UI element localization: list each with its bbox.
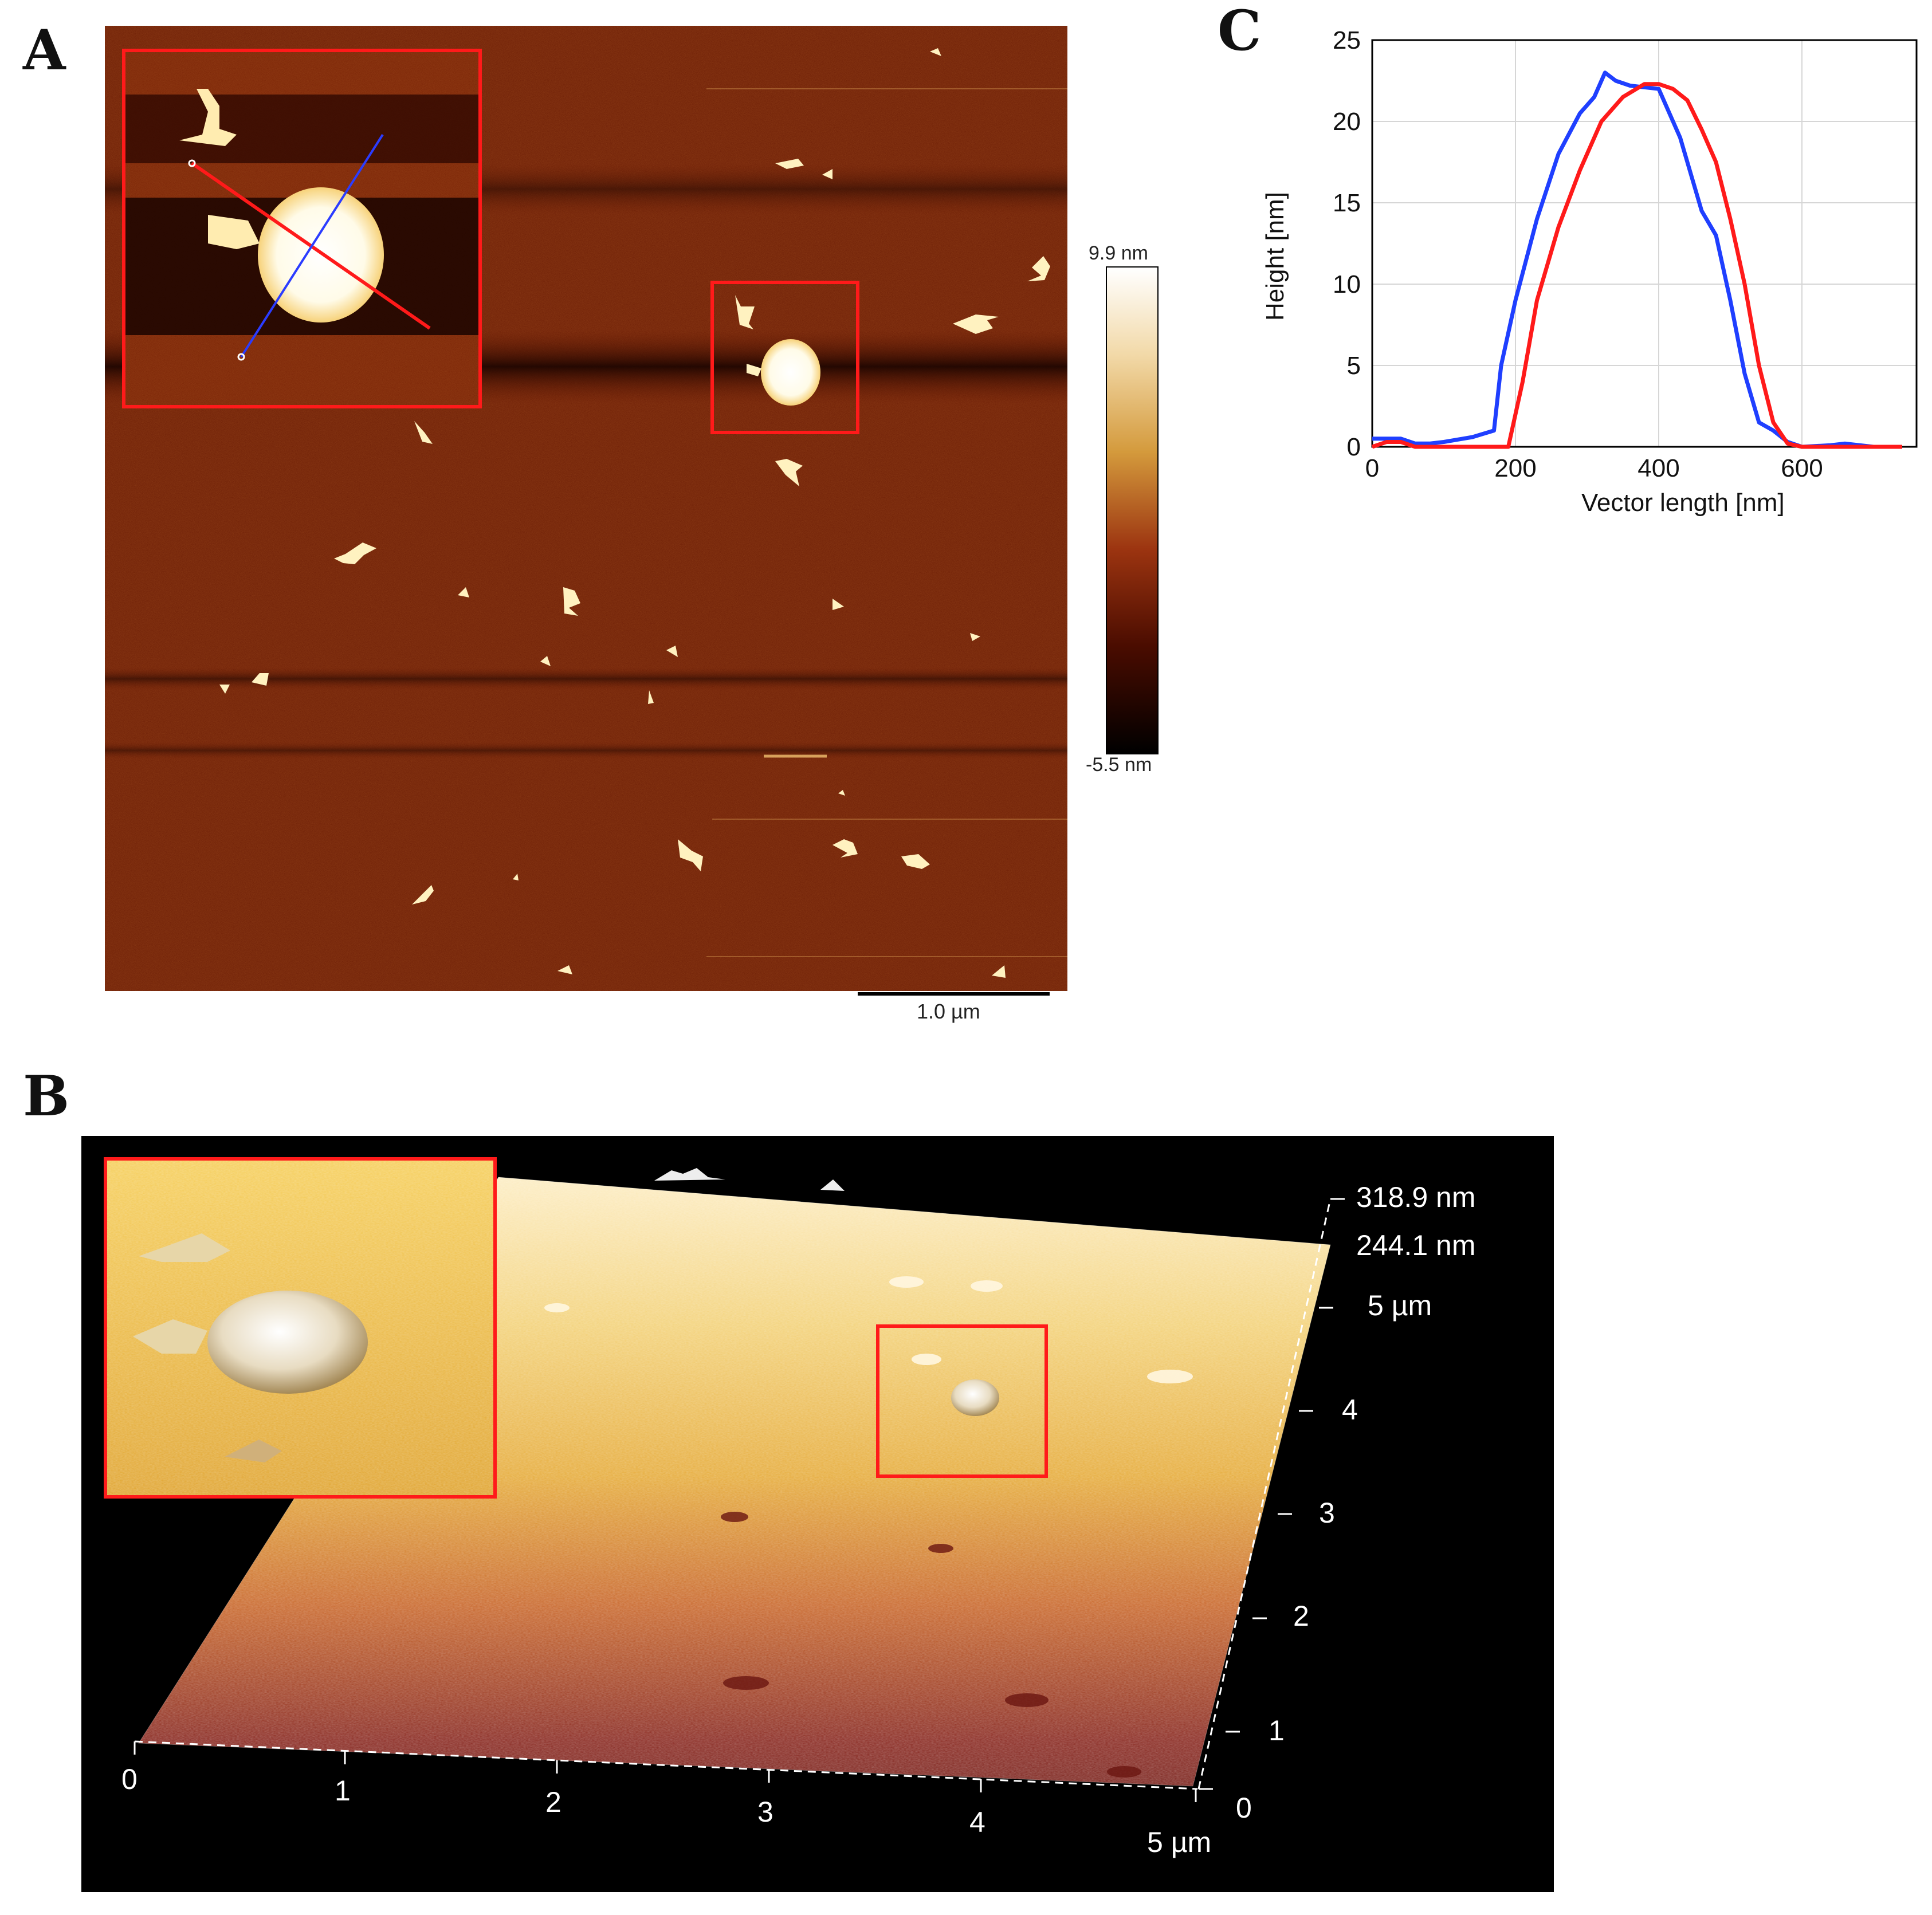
y-tick-5: 5 µm <box>1368 1289 1432 1322</box>
x-tick-label: 400 <box>1638 454 1679 482</box>
chart-ticks: 0 200 400 600 0 5 10 15 20 25 <box>1333 26 1823 482</box>
profile-line-blue <box>1372 70 1902 449</box>
y-tick-3: 3 <box>1319 1497 1335 1529</box>
x-tick-1: 1 <box>335 1775 351 1807</box>
y-tick-0: 0 <box>1236 1792 1252 1824</box>
x-tick-label: 0 <box>1365 454 1379 482</box>
x-tick-0: 0 <box>121 1763 138 1795</box>
scale-bar <box>858 992 1050 996</box>
x-tick-2: 2 <box>545 1786 561 1818</box>
y-tick-label: 10 <box>1333 270 1361 298</box>
panel-b-letter: B <box>23 1064 70 1128</box>
inset-zoom-3d <box>104 1157 497 1499</box>
x-axis-label: Vector length [nm] <box>1581 489 1785 517</box>
colorbar-max-label: 9.9 nm <box>1089 242 1148 264</box>
x-tick-3: 3 <box>757 1796 773 1828</box>
y-tick-1: 1 <box>1269 1715 1285 1747</box>
y-tick-label: 25 <box>1333 26 1361 54</box>
panel-a-letter: A <box>23 18 66 82</box>
afm-height-image <box>105 26 1067 991</box>
chart-series <box>1371 70 1902 449</box>
x-tick-4: 4 <box>969 1806 985 1838</box>
plot-frame <box>1371 39 1918 448</box>
x-tick-5: 5 µm <box>1147 1826 1211 1858</box>
y-tick-label: 20 <box>1333 108 1361 136</box>
highlight-box <box>710 281 859 434</box>
x-tick-label: 600 <box>1781 454 1823 482</box>
y-tick-4: 4 <box>1342 1394 1358 1426</box>
chart-grid <box>1372 40 1917 447</box>
panel-c-letter: C <box>1218 0 1262 63</box>
y-tick-label: 15 <box>1333 189 1361 217</box>
y-axis-label: Height [nm] <box>1261 192 1289 321</box>
x-tick-label: 200 <box>1494 454 1536 482</box>
profile-line-red <box>1371 82 1902 449</box>
z-label-mid: 244.1 nm <box>1356 1229 1475 1261</box>
colorbar-min-label: -5.5 nm <box>1086 754 1152 776</box>
z-label-top: 318.9 nm <box>1356 1181 1475 1213</box>
scale-bar-label: 1.0 µm <box>917 1000 980 1023</box>
y-tick-2: 2 <box>1293 1600 1309 1632</box>
afm-3d-surface: 318.9 nm 244.1 nm 5 µm 4 3 2 1 0 0 1 2 3… <box>81 1136 1554 1892</box>
colorbar <box>1106 266 1159 754</box>
y-tick-label: 0 <box>1347 433 1361 461</box>
y-tick-label: 5 <box>1347 352 1361 380</box>
highlight-box-3d <box>876 1324 1048 1478</box>
inset-zoom <box>122 49 482 408</box>
